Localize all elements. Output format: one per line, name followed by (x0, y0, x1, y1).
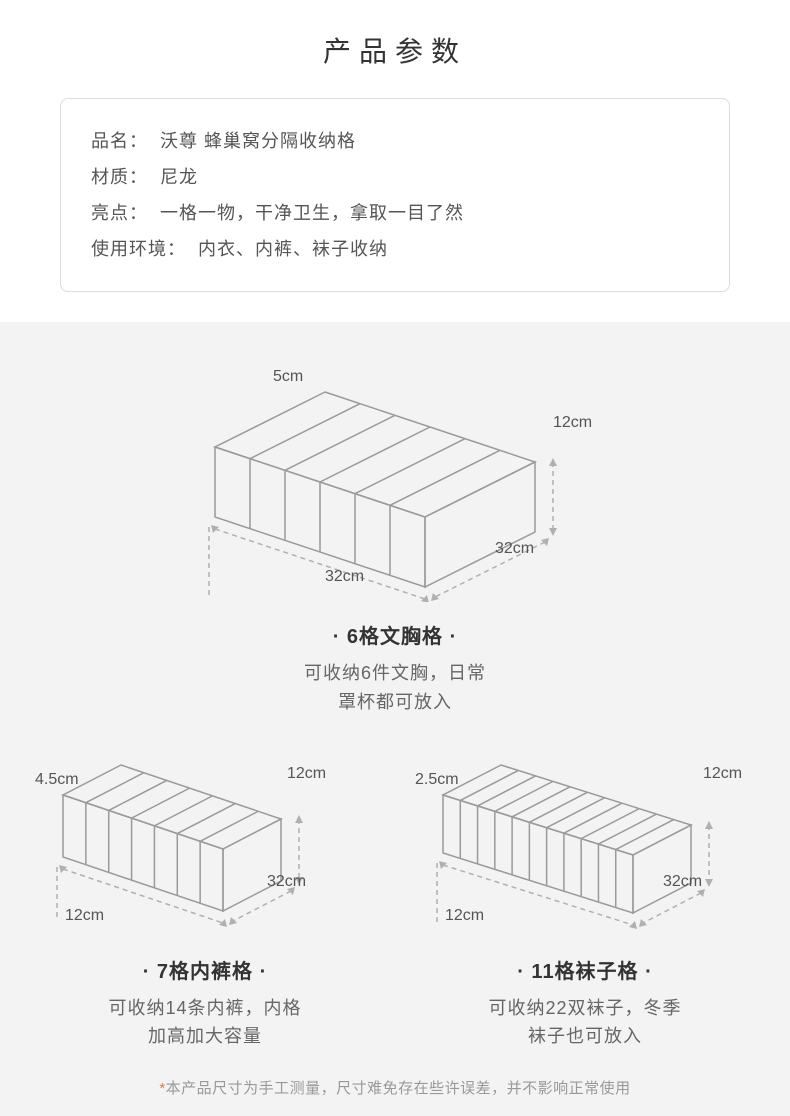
box7-title: · 7格内裤格 · (20, 955, 390, 984)
spec-value: 内衣、内裤、袜子收纳 (198, 231, 388, 267)
page-title: 产品参数 (0, 30, 790, 70)
diagram-7grid: 4.5cm 12cm 32cm 12cm (25, 747, 385, 937)
spec-label: 材质： (91, 159, 148, 195)
footnote: *本产品尺寸为手工测量，尺寸难免存在些许误差，并不影响正常使用 (0, 1077, 790, 1106)
spec-value: 一格一物，干净卫生，拿取一目了然 (160, 195, 464, 231)
spec-label: 使用环境： (91, 231, 186, 267)
dim-depth: 12cm (445, 907, 484, 925)
box7-desc: 可收纳14条内裤，内格 加高加大容量 (20, 994, 390, 1052)
box6-title: · 6格文胸格 · (0, 620, 790, 649)
spec-row-name: 品名： 沃尊 蜂巢窝分隔收纳格 (91, 123, 699, 159)
col-11grid: 2.5cm 12cm 32cm 12cm · 11格袜子格 · 可收纳22双袜子… (400, 747, 770, 1052)
dim-slot: 4.5cm (35, 771, 79, 789)
dim-length: 32cm (267, 873, 306, 891)
diagram-6grid: 5cm 12cm 32cm 32cm (155, 352, 635, 602)
dim-length: 32cm (663, 873, 702, 891)
footnote-text: 本产品尺寸为手工测量，尺寸难免存在些许误差，并不影响正常使用 (166, 1080, 631, 1097)
dim-width-front: 32cm (325, 568, 364, 586)
dim-height: 12cm (703, 765, 742, 783)
spec-row-env: 使用环境： 内衣、内裤、袜子收纳 (91, 231, 699, 267)
desc-line: 可收纳22双袜子，冬季 (488, 998, 681, 1018)
spec-value: 沃尊 蜂巢窝分隔收纳格 (160, 123, 356, 159)
desc-line: 罩杯都可放入 (338, 692, 452, 712)
spec-row-material: 材质： 尼龙 (91, 159, 699, 195)
dim-height: 12cm (553, 414, 592, 432)
diagram-11grid: 2.5cm 12cm 32cm 12cm (405, 747, 765, 937)
box11-desc: 可收纳22双袜子，冬季 袜子也可放入 (400, 994, 770, 1052)
box6-svg (155, 352, 635, 602)
col-7grid: 4.5cm 12cm 32cm 12cm · 7格内裤格 · 可收纳14条内裤，… (20, 747, 390, 1052)
desc-line: 袜子也可放入 (528, 1026, 642, 1046)
desc-line: 加高加大容量 (148, 1026, 262, 1046)
spec-value: 尼龙 (160, 159, 198, 195)
dim-width-back: 32cm (495, 540, 534, 558)
desc-line: 可收纳14条内裤，内格 (108, 998, 301, 1018)
spec-table: 品名： 沃尊 蜂巢窝分隔收纳格 材质： 尼龙 亮点： 一格一物，干净卫生，拿取一… (60, 98, 730, 292)
diagrams-section: 5cm 12cm 32cm 32cm · 6格文胸格 · 可收纳6件文胸，日常 … (0, 322, 790, 1116)
spec-label: 品名： (91, 123, 148, 159)
dim-slot: 5cm (273, 368, 303, 386)
desc-line: 可收纳6件文胸，日常 (304, 663, 486, 683)
dim-slot: 2.5cm (415, 771, 459, 789)
dim-height: 12cm (287, 765, 326, 783)
dim-depth: 12cm (65, 907, 104, 925)
spec-row-highlight: 亮点： 一格一物，干净卫生，拿取一目了然 (91, 195, 699, 231)
box6-desc: 可收纳6件文胸，日常 罩杯都可放入 (0, 659, 790, 717)
spec-label: 亮点： (91, 195, 148, 231)
box11-title: · 11格袜子格 · (400, 955, 770, 984)
